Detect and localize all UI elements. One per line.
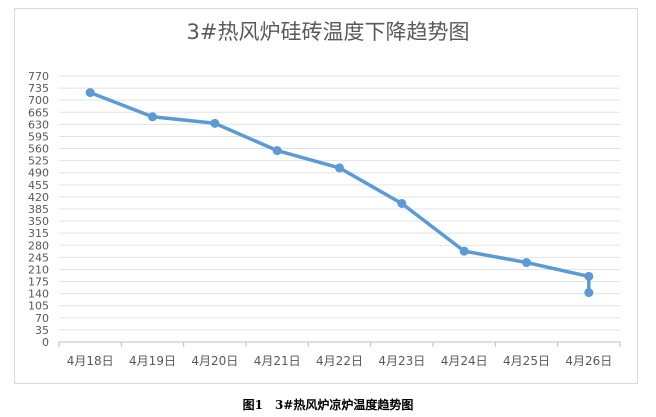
y-tick-label: 35 [35,324,49,337]
data-point [210,118,220,128]
series-layer [85,88,594,298]
y-tick-label: 665 [28,106,49,119]
x-tick-label: 4月24日 [441,354,488,368]
y-tick-labels: 0357010514017521024528031535038542045549… [28,70,49,349]
grid-lines [59,75,620,343]
data-point [85,88,95,98]
x-tick-label: 4月23日 [378,354,425,368]
y-tick-label: 350 [28,215,49,228]
y-tick-label: 630 [28,118,49,131]
y-tick-label: 385 [28,203,49,216]
y-tick-label: 245 [28,251,49,264]
y-tick-label: 175 [28,276,49,289]
y-tick-label: 560 [28,143,49,156]
x-tick-label: 4月20日 [191,354,238,368]
x-tick-labels: 4月18日 4月19日 4月20日 4月21日 4月22日 4月23日 4月24日 4月25日… [58,342,621,368]
figure-caption: 图1 3#热风炉凉炉温度趋势图 [242,398,414,412]
y-tick-label: 420 [28,191,49,204]
y-tick-label: 70 [35,312,49,325]
chart-frame [14,8,638,384]
series-line [88,90,591,295]
y-tick-label: 315 [28,227,49,240]
y-tick-label: 210 [28,263,49,276]
x-tick-label: 4月25日 [503,354,550,368]
y-tick-label: 105 [28,300,49,313]
x-tick-label: 4月21日 [254,354,301,368]
y-tick-label: 735 [28,82,49,95]
x-tick-label: 4月19日 [129,354,176,368]
y-tick-label: 280 [28,239,49,252]
data-point [584,271,594,281]
data-point [522,258,531,268]
y-tick-label: 525 [28,155,49,168]
data-point [272,146,282,156]
chart-title: 3#热风炉硅砖温度下降趋势图 [186,20,470,44]
y-tick-label: 700 [28,94,49,107]
x-tick-label: 4月18日 [67,354,114,368]
y-tick-label: 490 [28,167,49,180]
y-tick-label: 140 [28,288,49,301]
data-point [584,288,594,298]
x-tick-label: 4月22日 [316,354,363,368]
y-tick-label: 0 [42,336,49,349]
data-point [459,246,469,256]
x-tick-label: 4月26日 [565,354,612,368]
data-point [335,163,344,173]
y-tick-label: 455 [28,179,49,192]
y-tick-label: 770 [28,70,49,83]
y-tick-label: 595 [28,130,49,143]
data-point [397,198,407,208]
data-point [148,112,157,122]
